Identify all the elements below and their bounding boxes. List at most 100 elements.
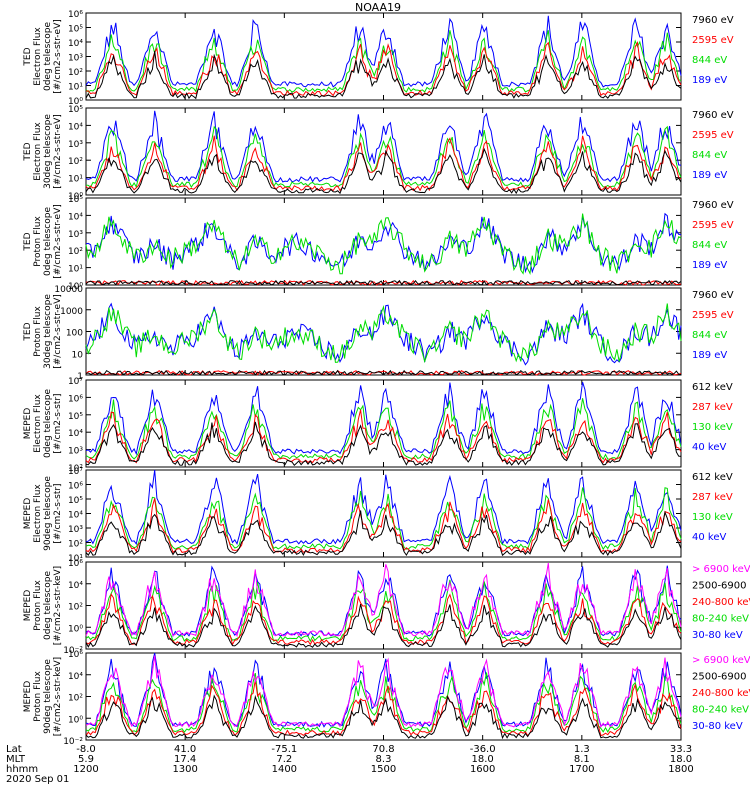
y-axis-label: Electron Flux	[33, 27, 43, 86]
series-line	[85, 30, 682, 93]
legend-entry: 40 keV	[692, 532, 726, 543]
x-tick-label: 1800	[668, 764, 693, 775]
series-line	[85, 370, 682, 376]
series-line	[85, 15, 682, 88]
x-tick-label: 1300	[172, 764, 197, 775]
y-tick-label: 10⁵	[68, 496, 83, 506]
legend-entry: 240-800 keV	[692, 688, 750, 699]
x-tick-label: 33.3	[670, 744, 692, 755]
y-tick-label: 10²	[68, 464, 83, 474]
series-line	[85, 110, 682, 183]
legend-entry: 2500-6900	[692, 672, 747, 683]
y-tick-label: 10⁵	[68, 412, 83, 422]
series-line	[85, 303, 682, 364]
x-tick-label: 17.4	[174, 754, 196, 765]
y-axis-label: Electron Flux	[33, 122, 43, 181]
x-tick-label: 1600	[470, 764, 495, 775]
y-axis-label: [#/cm2-s-str]	[53, 393, 63, 453]
series-line	[85, 302, 682, 366]
x-tick-label: 1500	[371, 764, 396, 775]
y-axis-label: [#/cm2-s-str-keV]	[53, 566, 63, 645]
x-tick-label: -75.1	[271, 744, 297, 755]
y-tick-label: 10²	[68, 247, 83, 257]
y-axis-label: 0deg telescope	[43, 571, 53, 641]
series-line	[85, 563, 682, 638]
y-tick-label: 10³	[68, 525, 83, 535]
legend-entry: 844 eV	[692, 330, 727, 341]
y-tick-label: 10⁶	[68, 482, 83, 492]
series-line	[85, 469, 682, 546]
y-tick-label: 10⁴	[68, 212, 83, 222]
series-line	[85, 487, 682, 551]
y-axis-label: 0deg telescope	[43, 389, 53, 459]
series-line	[85, 655, 682, 728]
y-axis-label: [#/cm2-s-str-eV]	[53, 114, 63, 189]
panel-frame	[85, 12, 682, 101]
legend-entry: 189 eV	[692, 260, 727, 271]
y-tick-label: 10⁴	[68, 511, 83, 521]
legend-entry: 7960 eV	[692, 290, 734, 301]
series-line	[85, 565, 682, 638]
x-tick-label: 1200	[73, 764, 98, 775]
y-axis-label: [#/cm2-s-str-eV]	[53, 294, 63, 369]
y-tick-label: 10⁶	[68, 650, 83, 660]
y-tick-label: 100	[66, 329, 83, 339]
x-tick-label: 8.1	[574, 754, 590, 765]
chart-title: NOAA19	[355, 1, 401, 14]
legend-entry: 189 eV	[692, 350, 727, 361]
series-line	[85, 672, 682, 733]
y-axis-label: MEPED	[23, 498, 33, 530]
x-tick-label: 70.8	[372, 744, 394, 755]
y-axis-label: [#/cm2-s-str]	[53, 483, 63, 543]
y-tick-label: 1000	[60, 307, 83, 317]
y-tick-label: 10⁰	[68, 715, 83, 725]
y-tick-label: 10⁶	[68, 559, 83, 569]
y-axis-label: TED	[23, 232, 33, 251]
y-axis-label: Proton Flux	[33, 671, 43, 722]
series-line	[85, 592, 682, 646]
legend-entry: 612 keV	[692, 472, 733, 483]
legend-entry: 40 keV	[692, 442, 726, 453]
y-tick-label: 10¹	[68, 83, 83, 93]
y-axis-label: Electron Flux	[33, 484, 43, 543]
x-tick-label: 7.2	[276, 754, 292, 765]
y-tick-label: 10⁴	[68, 39, 83, 49]
y-tick-label: 10⁻²	[63, 737, 83, 747]
legend-entry: > 6900 keV	[692, 655, 750, 666]
series-line	[85, 369, 682, 376]
x-row-label: MLT	[6, 754, 26, 765]
series-line	[85, 498, 682, 554]
y-axis-label: TED	[23, 47, 33, 66]
date-label: 2020 Sep 01	[6, 774, 69, 785]
y-tick-label: 10⁰	[68, 282, 83, 292]
y-tick-label: 10⁴	[68, 429, 83, 439]
y-tick-label: 10²	[68, 694, 83, 704]
legend-entry: 844 eV	[692, 240, 727, 251]
y-tick-label: 10⁵	[68, 25, 83, 35]
y-axis-label: MEPED	[23, 590, 33, 622]
series-line	[85, 147, 682, 195]
x-tick-label: 1400	[272, 764, 297, 775]
series-line	[85, 125, 682, 189]
series-line	[85, 41, 682, 97]
y-axis-label: 0deg telescope	[43, 207, 53, 277]
y-tick-label: 10²	[68, 540, 83, 550]
legend-entry: 130 keV	[692, 512, 733, 523]
y-tick-label: 10³	[68, 140, 83, 150]
y-tick-label: 10⁻²	[63, 646, 83, 656]
y-tick-label: 10³	[68, 54, 83, 64]
y-tick-label: 10⁷	[68, 467, 83, 477]
y-axis-label: Proton Flux	[33, 580, 43, 631]
legend-entry: 240-800 keV	[692, 597, 750, 608]
y-tick-label: 10⁰	[68, 624, 83, 634]
y-axis-label: 30deg telescope	[43, 294, 53, 369]
y-axis-label: [#/cm2-s-str-eV]	[53, 19, 63, 94]
y-tick-label: 10⁵	[68, 195, 83, 205]
panel-frame	[85, 107, 682, 196]
y-tick-label: 10⁵	[68, 105, 83, 115]
legend-entry: 612 keV	[692, 382, 733, 393]
series-line	[85, 135, 682, 192]
y-axis-label: TED	[23, 322, 33, 341]
series-line	[85, 51, 682, 100]
